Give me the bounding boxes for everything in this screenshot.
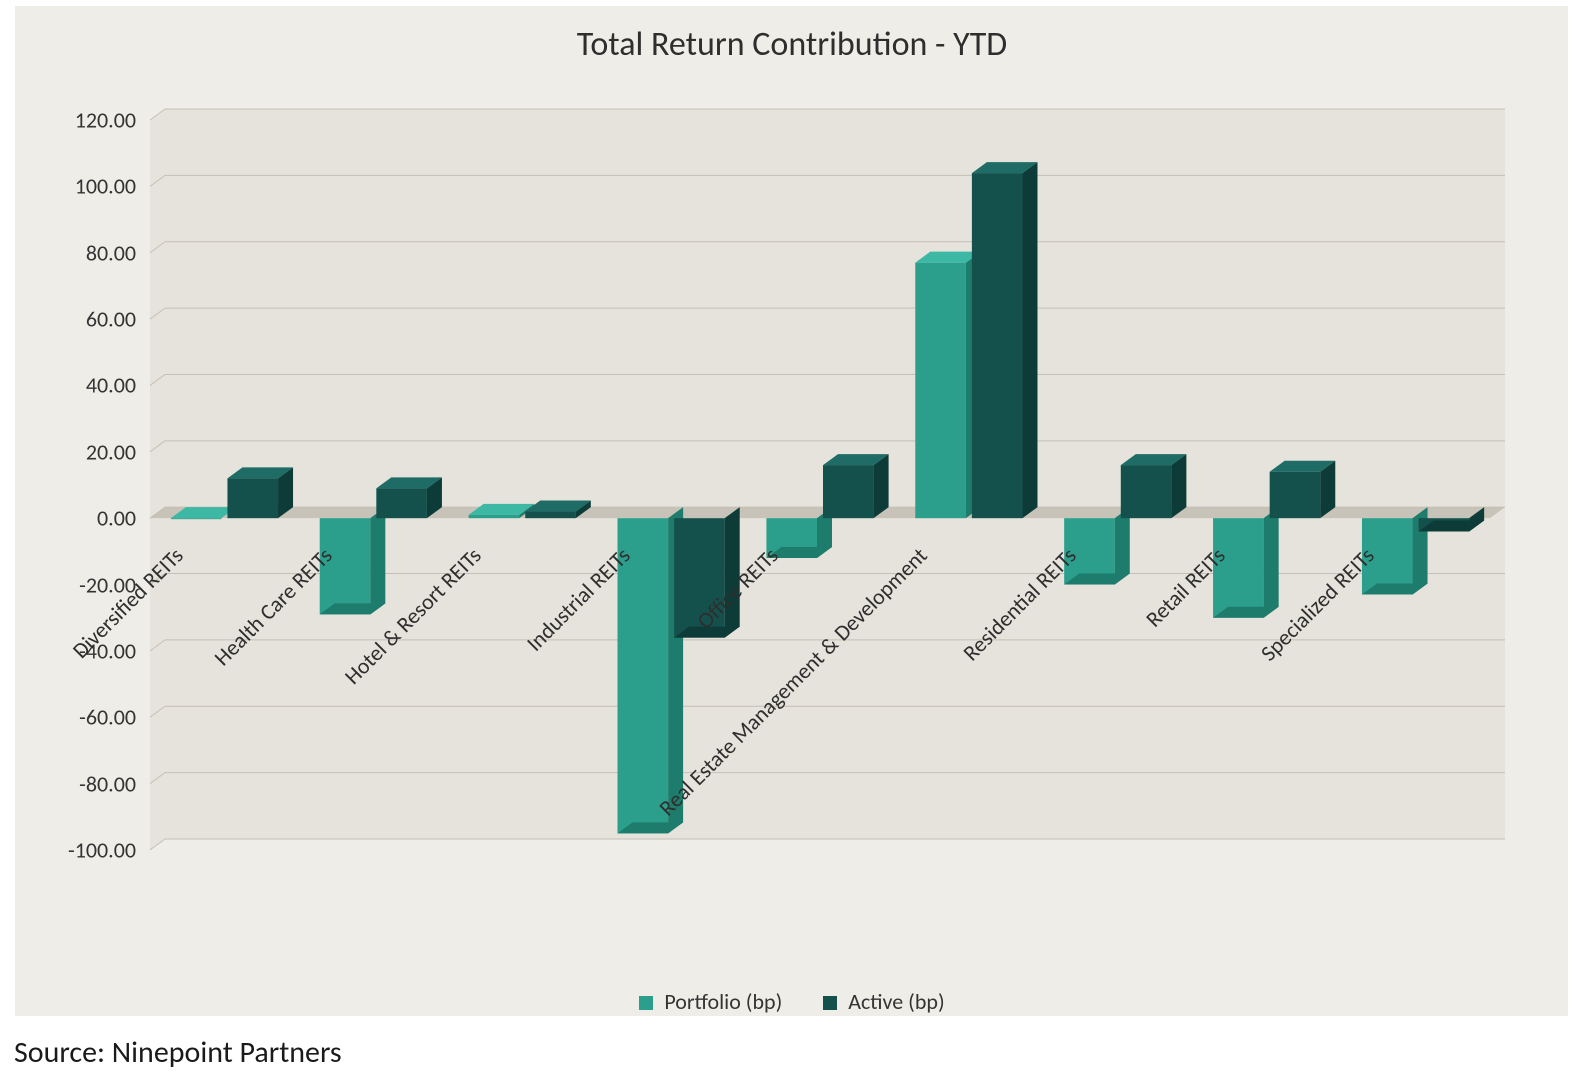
chart-container: Total Return Contribution - YTD Portfoli… <box>0 0 1584 1075</box>
y-tick-label: 20.00 <box>16 438 136 465</box>
legend-swatch-active <box>823 996 837 1010</box>
plot-svg <box>150 110 1550 860</box>
y-tick-label: 0.00 <box>16 505 136 532</box>
legend-item-active: Active (bp) <box>823 988 944 1015</box>
legend-label-portfolio: Portfolio (bp) <box>664 988 782 1015</box>
y-tick-label: 40.00 <box>16 372 136 399</box>
y-tick-label: 100.00 <box>16 173 136 200</box>
y-tick-label: -60.00 <box>16 704 136 731</box>
y-tick-label: -80.00 <box>16 770 136 797</box>
legend-label-active: Active (bp) <box>848 988 944 1015</box>
plot-area <box>150 110 1550 860</box>
y-tick-label: 80.00 <box>16 239 136 266</box>
y-tick-label: 120.00 <box>16 107 136 134</box>
y-tick-label: -100.00 <box>16 837 136 864</box>
y-tick-label: 60.00 <box>16 306 136 333</box>
legend-item-portfolio: Portfolio (bp) <box>639 988 782 1015</box>
source-text: Source: Ninepoint Partners <box>14 1034 342 1071</box>
chart-title: Total Return Contribution - YTD <box>0 24 1584 65</box>
legend-swatch-portfolio <box>639 996 653 1010</box>
legend: Portfolio (bp) Active (bp) <box>0 988 1584 1015</box>
